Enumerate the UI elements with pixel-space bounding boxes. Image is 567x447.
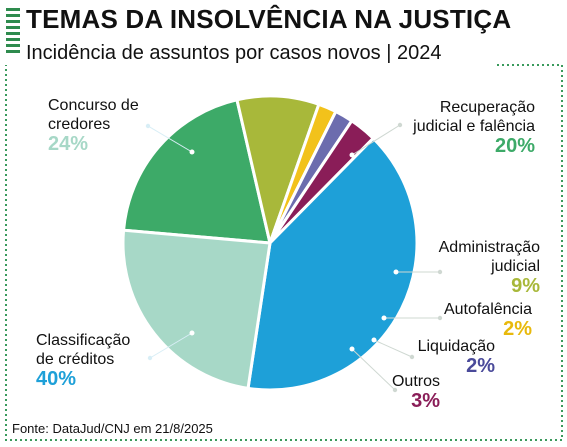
slice-label-6-line-0: Concurso de bbox=[48, 97, 139, 114]
header-stripes bbox=[6, 8, 20, 56]
pie-slice-0 bbox=[122, 98, 272, 245]
slice-label-4-line-0: Outros bbox=[392, 373, 440, 390]
leader-end-dot-5 bbox=[147, 355, 153, 361]
pie-slice-6 bbox=[121, 228, 272, 390]
leader-end-dot-4 bbox=[392, 387, 398, 393]
slice-label-1-line-1: judicial bbox=[490, 258, 540, 275]
slice-value-2: 2% bbox=[503, 318, 532, 340]
leader-end-dot-0 bbox=[397, 122, 403, 128]
slice-value-3: 2% bbox=[466, 355, 495, 377]
slice-value-5: 40% bbox=[36, 368, 76, 390]
leader-end-dot-6 bbox=[145, 123, 151, 129]
leader-line-3 bbox=[373, 339, 413, 358]
leader-dot-3 bbox=[371, 337, 377, 343]
slice-value-1: 9% bbox=[511, 275, 540, 297]
slice-label-3-line-0: Liquidação bbox=[418, 338, 496, 355]
slice-label-2-line-0: Autofalência bbox=[444, 301, 532, 318]
pie-slice-5 bbox=[246, 136, 419, 392]
leader-line-5 bbox=[149, 332, 193, 359]
slice-label-0-line-0: Recuperação bbox=[440, 99, 535, 116]
leader-end-dot-2 bbox=[437, 315, 443, 321]
slice-label-1-line-0: Administração bbox=[439, 239, 540, 256]
leader-dot-0 bbox=[349, 152, 355, 158]
slice-value-6: 24% bbox=[48, 133, 88, 155]
leader-dot-6 bbox=[189, 149, 195, 155]
leader-end-dot-1 bbox=[437, 269, 443, 275]
leader-line-6 bbox=[147, 125, 193, 153]
leader-dot-5 bbox=[189, 330, 195, 336]
leader-dot-4 bbox=[349, 346, 355, 352]
source-note: Fonte: DataJud/CNJ em 21/8/2025 bbox=[12, 421, 213, 436]
slice-value-4: 3% bbox=[411, 390, 440, 412]
slice-label-5-line-1: de créditos bbox=[36, 351, 114, 368]
slice-label-5-line-0: Classificação bbox=[36, 332, 130, 349]
leader-line-0 bbox=[351, 124, 401, 156]
pie-slice-1 bbox=[235, 94, 321, 245]
slice-label-6-line-1: credores bbox=[48, 116, 110, 133]
slice-label-0-line-1: judicial e falência bbox=[412, 118, 535, 135]
leader-end-dot-3 bbox=[409, 354, 415, 360]
chart-title: TEMAS DA INSOLVÊNCIA NA JUSTIÇA bbox=[26, 4, 512, 34]
leader-line-4 bbox=[351, 348, 396, 391]
leader-dot-1 bbox=[393, 269, 399, 275]
chart-subtitle: Incidência de assuntos por casos novos |… bbox=[26, 42, 442, 64]
slice-value-0: 20% bbox=[495, 135, 535, 157]
leader-dot-2 bbox=[381, 315, 387, 321]
